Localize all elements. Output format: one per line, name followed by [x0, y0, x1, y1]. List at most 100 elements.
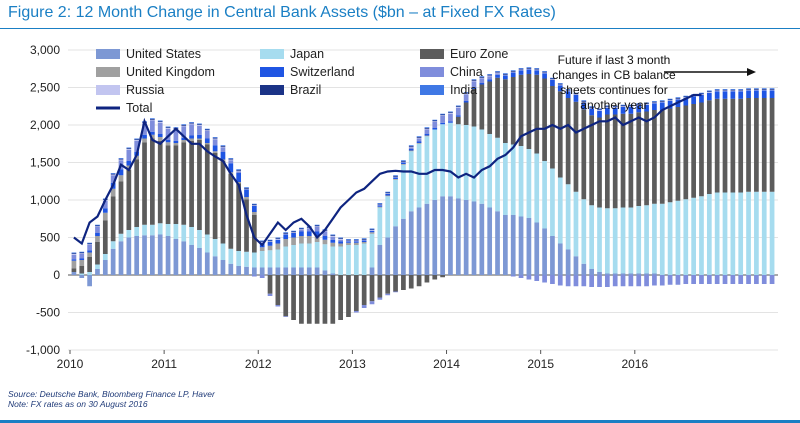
bar-segment	[102, 260, 108, 275]
bar-segment	[338, 237, 343, 239]
bar-segment	[220, 260, 226, 275]
bar-segment	[330, 234, 336, 236]
bar-segment	[675, 275, 681, 285]
bar-segment	[142, 138, 147, 143]
bar-segment	[306, 243, 312, 268]
bar-segment	[408, 149, 414, 151]
bar-segment	[597, 275, 602, 287]
bar-segment	[440, 116, 445, 123]
bar-segment	[487, 76, 493, 80]
bar-segment	[565, 90, 571, 92]
title-rule	[0, 28, 800, 29]
bar-segment	[251, 252, 257, 268]
bar-segment	[620, 106, 626, 107]
bar-segment	[79, 275, 85, 278]
bar-segment	[353, 245, 359, 275]
bar-segment	[251, 204, 257, 206]
bar-segment	[134, 155, 140, 160]
grid	[68, 49, 778, 351]
bar-segment	[204, 144, 210, 235]
bar-segment	[330, 246, 336, 274]
bar-segment	[503, 143, 508, 215]
bar-segment	[597, 207, 602, 272]
bar-segment	[573, 101, 579, 192]
bar-segment	[597, 117, 602, 208]
bar-segment	[283, 275, 289, 317]
bar-segment	[377, 203, 383, 204]
bar-segment	[706, 91, 712, 92]
bar-segment	[314, 226, 320, 227]
bar-segment	[518, 70, 524, 75]
bar-segment	[565, 184, 571, 250]
notes: Source: Deutsche Bank, Bloomberg Finance…	[8, 389, 215, 409]
bar-segment	[738, 89, 744, 90]
bar-segment	[283, 232, 289, 233]
bar-segment	[463, 101, 469, 103]
bar-segment	[510, 275, 516, 277]
bar-segment	[675, 98, 681, 99]
bar-segment	[236, 171, 242, 173]
bar-segment	[424, 129, 430, 134]
bar-segment	[228, 163, 234, 173]
bar-segment	[102, 212, 108, 221]
bar-segment	[597, 109, 602, 110]
x-axis: 2010 2011 2012 2013 2014 2015 2016	[57, 350, 648, 371]
bar-segment	[597, 108, 602, 110]
bar-segment	[291, 267, 296, 275]
bar-segment	[204, 143, 210, 145]
bar-segment	[761, 90, 767, 98]
bar-segment	[134, 138, 140, 140]
bar-segment	[189, 227, 194, 245]
bar-segment	[550, 78, 555, 80]
bar-segment	[652, 110, 657, 204]
bar-segment	[636, 104, 642, 105]
bar-segment	[244, 188, 249, 190]
bar-segment	[126, 149, 132, 161]
bar-segment	[644, 102, 649, 104]
bar-segment	[150, 224, 155, 236]
bar-segment	[377, 207, 383, 245]
bar-segment	[369, 230, 375, 233]
bar-segment	[251, 205, 257, 206]
bar-segment	[542, 161, 547, 229]
x-tick-label: 2015	[527, 357, 554, 371]
bar-segment	[526, 68, 532, 70]
bar-segment	[518, 69, 524, 71]
bar-segment	[416, 143, 422, 208]
bar-segment	[526, 218, 532, 275]
bar-segment	[463, 200, 469, 275]
bar-segment	[487, 207, 493, 275]
bar-segment	[691, 197, 696, 275]
bar-segment	[534, 153, 540, 223]
bar-segment	[503, 74, 508, 76]
bar-segment	[71, 272, 77, 275]
bar-segment	[510, 71, 516, 73]
bar-segment	[126, 237, 132, 275]
bar-segment	[424, 127, 430, 128]
bar-segment	[173, 140, 179, 143]
bar-segment	[738, 89, 744, 91]
bar-segment	[244, 199, 249, 252]
bar-segment	[416, 207, 422, 275]
bar-segment	[306, 275, 312, 324]
bar-segment	[118, 241, 124, 275]
bar-segment	[71, 254, 77, 255]
bar-segment	[299, 243, 304, 268]
bar-segment	[299, 227, 304, 229]
bar-segment	[722, 275, 728, 284]
bar-segment	[165, 224, 171, 236]
y-tick-label: 1,500	[30, 156, 60, 170]
annotation-arrow-head	[747, 68, 756, 76]
bar-segment	[385, 293, 391, 296]
bar-segment	[612, 273, 618, 275]
bar-segment	[542, 78, 547, 161]
bar-segment	[377, 204, 383, 206]
bar-segment	[471, 79, 477, 80]
bar-segment	[291, 245, 296, 268]
bar-segment	[557, 91, 563, 178]
bar-segment	[157, 223, 163, 235]
bar-segment	[189, 122, 194, 124]
bar-segment	[401, 161, 406, 163]
bar-segment	[408, 275, 414, 289]
legend-swatch	[260, 85, 284, 95]
